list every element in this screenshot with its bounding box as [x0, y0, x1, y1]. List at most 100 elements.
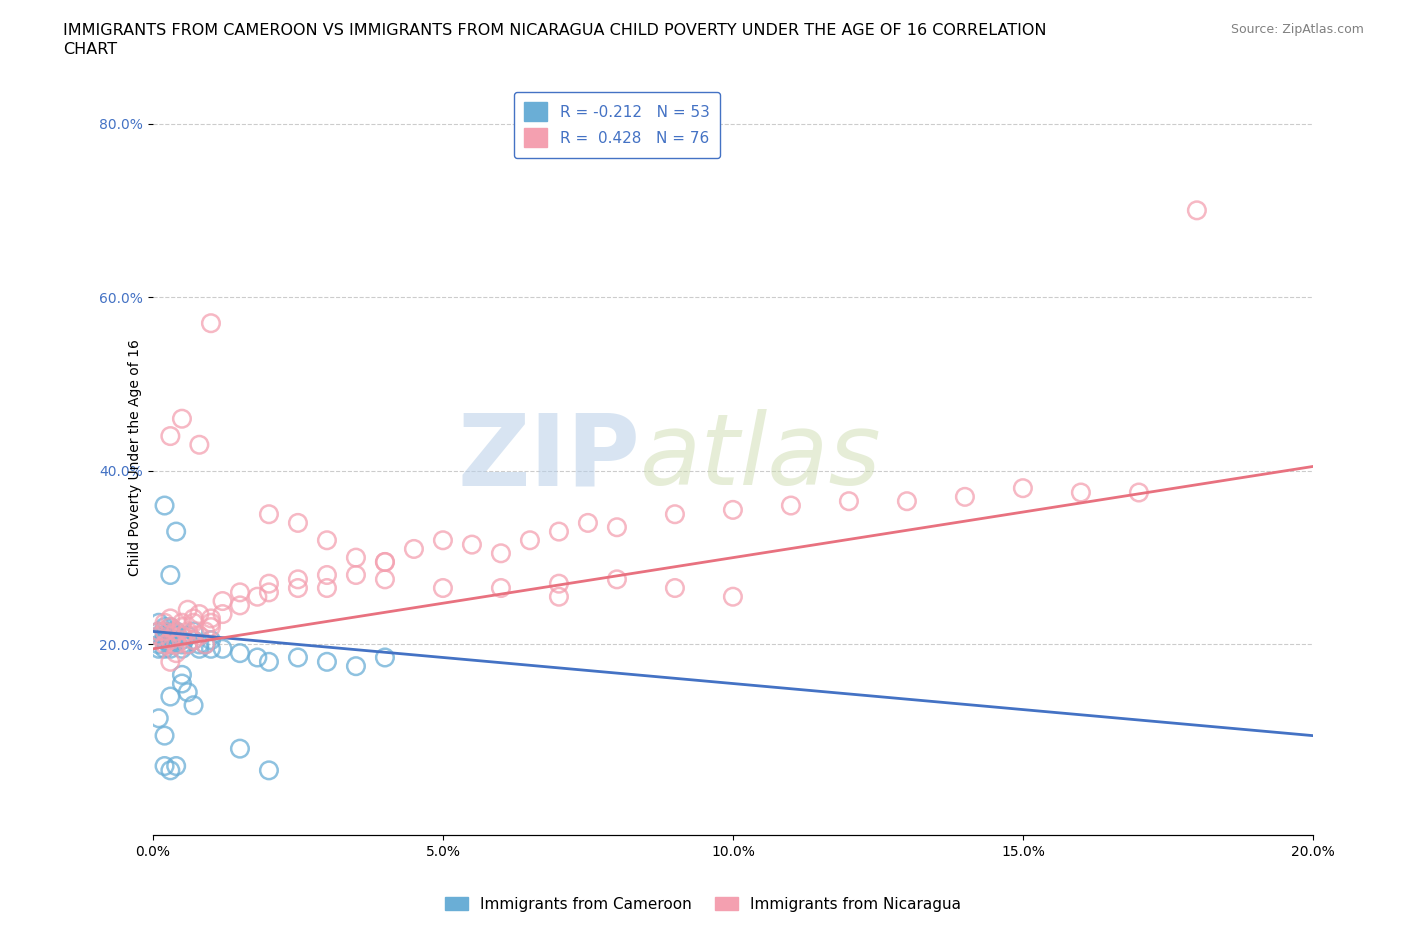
- Point: [165, 759, 187, 774]
- Point: [170, 629, 193, 644]
- Point: [165, 624, 187, 639]
- Point: [148, 624, 170, 639]
- Point: [159, 619, 181, 634]
- Text: CHART: CHART: [63, 42, 117, 57]
- Point: [170, 668, 193, 683]
- Point: [402, 541, 425, 556]
- Point: [316, 655, 339, 670]
- Legend: Immigrants from Cameroon, Immigrants from Nicaragua: Immigrants from Cameroon, Immigrants fro…: [439, 890, 967, 918]
- Point: [461, 538, 484, 552]
- Point: [432, 533, 454, 548]
- Point: [576, 515, 599, 530]
- Point: [183, 698, 205, 712]
- Point: [153, 616, 176, 631]
- Point: [489, 580, 512, 595]
- Point: [188, 606, 211, 621]
- Point: [257, 655, 280, 670]
- Point: [153, 629, 176, 644]
- Point: [165, 629, 187, 644]
- Point: [200, 611, 222, 626]
- Point: [153, 728, 176, 743]
- Point: [1185, 203, 1208, 218]
- Point: [211, 642, 233, 657]
- Point: [165, 525, 187, 539]
- Point: [159, 689, 181, 704]
- Text: ZIP: ZIP: [457, 409, 640, 506]
- Point: [153, 624, 176, 639]
- Point: [200, 616, 222, 631]
- Point: [519, 533, 541, 548]
- Point: [194, 637, 217, 652]
- Point: [159, 763, 181, 777]
- Point: [153, 619, 176, 634]
- Point: [211, 606, 233, 621]
- Point: [489, 546, 512, 561]
- Point: [548, 525, 571, 539]
- Point: [159, 611, 181, 626]
- Point: [159, 624, 181, 639]
- Point: [246, 650, 269, 665]
- Point: [1070, 485, 1092, 500]
- Point: [953, 489, 976, 504]
- Point: [188, 629, 211, 644]
- Point: [606, 572, 628, 587]
- Point: [188, 437, 211, 452]
- Point: [664, 507, 686, 522]
- Point: [200, 619, 222, 634]
- Point: [183, 632, 205, 647]
- Point: [159, 619, 181, 634]
- Point: [194, 637, 217, 652]
- Point: [165, 637, 187, 652]
- Point: [170, 411, 193, 426]
- Point: [177, 603, 200, 618]
- Point: [287, 515, 309, 530]
- Point: [148, 616, 170, 631]
- Point: [148, 711, 170, 725]
- Point: [211, 593, 233, 608]
- Point: [183, 611, 205, 626]
- Point: [316, 567, 339, 582]
- Point: [344, 567, 367, 582]
- Point: [780, 498, 803, 513]
- Point: [344, 551, 367, 565]
- Point: [664, 580, 686, 595]
- Point: [177, 629, 200, 644]
- Point: [159, 637, 181, 652]
- Point: [183, 632, 205, 647]
- Point: [287, 650, 309, 665]
- Point: [838, 494, 860, 509]
- Point: [153, 642, 176, 657]
- Point: [170, 642, 193, 657]
- Point: [374, 554, 396, 569]
- Point: [257, 585, 280, 600]
- Point: [148, 629, 170, 644]
- Point: [153, 637, 176, 652]
- Point: [170, 676, 193, 691]
- Point: [374, 554, 396, 569]
- Text: IMMIGRANTS FROM CAMEROON VS IMMIGRANTS FROM NICARAGUA CHILD POVERTY UNDER THE AG: IMMIGRANTS FROM CAMEROON VS IMMIGRANTS F…: [63, 23, 1047, 38]
- Y-axis label: Child Poverty Under the Age of 16: Child Poverty Under the Age of 16: [128, 339, 142, 577]
- Point: [200, 316, 222, 331]
- Point: [148, 629, 170, 644]
- Point: [229, 585, 252, 600]
- Point: [432, 580, 454, 595]
- Point: [229, 598, 252, 613]
- Point: [153, 632, 176, 647]
- Point: [374, 650, 396, 665]
- Point: [148, 642, 170, 657]
- Point: [229, 741, 252, 756]
- Point: [287, 580, 309, 595]
- Point: [200, 642, 222, 657]
- Point: [177, 637, 200, 652]
- Point: [170, 632, 193, 647]
- Point: [159, 642, 181, 657]
- Point: [170, 619, 193, 634]
- Point: [721, 502, 744, 517]
- Point: [165, 632, 187, 647]
- Point: [606, 520, 628, 535]
- Point: [170, 637, 193, 652]
- Point: [159, 429, 181, 444]
- Point: [257, 577, 280, 591]
- Point: [153, 624, 176, 639]
- Point: [257, 507, 280, 522]
